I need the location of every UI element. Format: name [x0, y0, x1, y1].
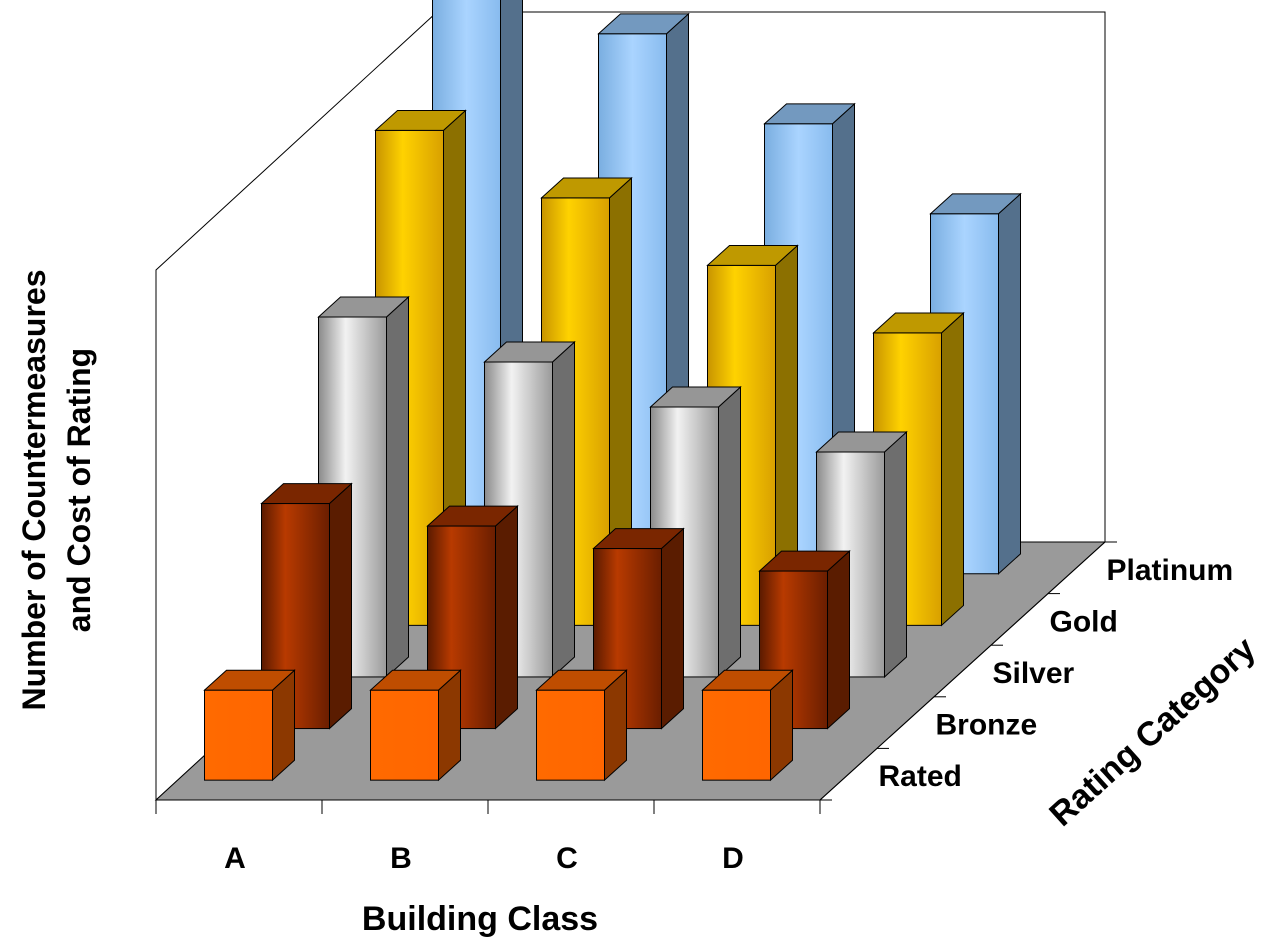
z-tick-label-silver: Silver [993, 657, 1075, 690]
z-tick-label-platinum: Platinum [1107, 554, 1234, 587]
bar-rated-c [535, 669, 628, 782]
z-tick-label-bronze: Bronze [936, 709, 1038, 742]
axes-group: A B C D Rated Bronze Silver Gold Platinum [155, 541, 1234, 875]
z-tick-label-rated: Rated [879, 760, 962, 793]
bar-rated-b [369, 669, 462, 782]
x-axis-label: Building Class [362, 900, 598, 938]
x-tick-label-a: A [224, 842, 246, 875]
x-tick-label-c: C [556, 842, 578, 875]
x-tick-label-b: B [390, 842, 412, 875]
bars-group [203, 0, 1022, 782]
bar-rated-a [203, 669, 296, 782]
x-tick-label-d: D [722, 842, 744, 875]
z-axis-label: Rating Category [1042, 630, 1263, 834]
z-axis-line [819, 541, 1106, 801]
y-axis-label-line-2: and Cost of Rating [61, 348, 97, 632]
bar-rated-d [701, 669, 794, 782]
z-tick-label-gold: Gold [1050, 605, 1118, 638]
bar-bronze-c [592, 527, 685, 730]
y-axis-label-line-1: Number of Countermeasures [16, 270, 52, 711]
